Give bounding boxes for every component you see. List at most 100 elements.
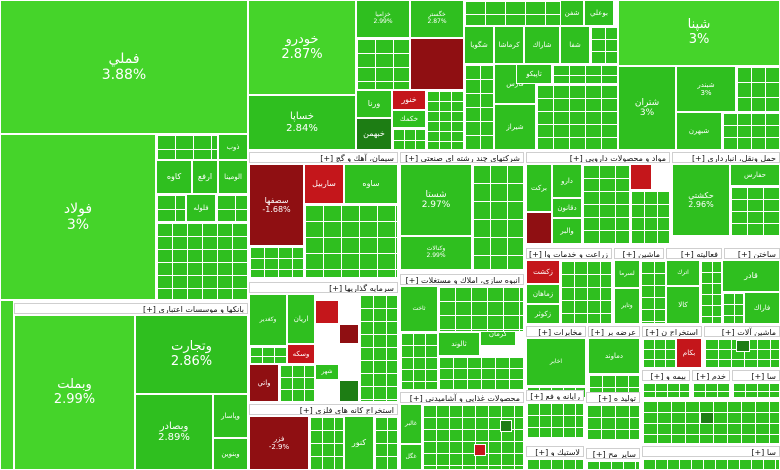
group-header-machinery[interactable]: ماشين آلات [+] — [704, 326, 780, 337]
tile-damavand[interactable]: دماوند — [588, 338, 640, 374]
tile-felooleh[interactable]: فلوله — [186, 194, 216, 222]
tile-shepna[interactable]: شپنا 3% — [618, 0, 780, 66]
tile-alumina[interactable]: الومينا — [218, 160, 248, 194]
group-header-pharma[interactable]: مواد و محصولات دارويي [+] — [526, 152, 670, 163]
group-header-tolid[interactable]: توليد ه [+] — [586, 392, 640, 403]
group-header-transport[interactable]: حمل ونقل، انبارداري [+] — [672, 152, 780, 163]
tile-shasta[interactable]: شستا 2.97% — [400, 164, 472, 236]
tile-shefa[interactable]: شفا — [560, 26, 590, 64]
group-header-mining[interactable]: استخراج كانه هاي فلزي [+] — [249, 404, 398, 415]
tile-vetir[interactable]: وتاير — [614, 288, 640, 324]
tile-valber[interactable]: والبر — [552, 218, 582, 244]
tile-shahr[interactable]: شهر — [315, 364, 339, 380]
group-header-insurance[interactable]: بيمه و [+] — [642, 370, 690, 381]
group-header-supply[interactable]: عرضه بر [+] — [588, 326, 640, 337]
machinery-dark[interactable] — [736, 340, 750, 352]
group-header-sayer2[interactable]: سا [+] — [642, 446, 780, 457]
tile-lesarma[interactable]: لسرما — [614, 260, 640, 288]
tile-sesafaha[interactable]: سصفها -1.68% — [249, 164, 304, 246]
tile-shekavir[interactable]: شگويا — [464, 26, 494, 64]
tile-vasaka[interactable]: وسكه — [287, 344, 315, 364]
tile-khodro[interactable]: خودرو 2.87% — [248, 0, 356, 95]
group-header-lastik[interactable]: لاستيك و [+] — [526, 446, 584, 457]
tile-shebandar[interactable]: شبندر 3% — [676, 66, 736, 112]
tile-shaftan[interactable]: شفن — [560, 0, 584, 26]
pharma-red[interactable] — [526, 212, 552, 244]
group-header-ext-oil[interactable]: استخراج ن [+] — [642, 326, 702, 337]
tile-hefaris[interactable]: حفارس — [730, 164, 780, 186]
tile-vati[interactable]: واتي — [249, 364, 279, 402]
tile-shekarma[interactable]: كرماشا — [494, 26, 524, 64]
invest-red[interactable] — [315, 300, 339, 324]
food-dark[interactable] — [500, 420, 512, 432]
tile-ghalir[interactable]: غالبر — [400, 404, 422, 444]
group-header-investment[interactable]: سرمايه گذاريها [+] — [249, 282, 398, 293]
invest-dark[interactable] — [339, 380, 359, 402]
tile-zakosar[interactable]: زكوثر — [526, 304, 560, 324]
food-red[interactable] — [474, 444, 486, 456]
tile-zob[interactable]: ذوب — [218, 134, 248, 160]
tile-saveh[interactable]: ساوه — [344, 164, 398, 204]
tile-vabemellat[interactable]: وبملت 2.99% — [14, 315, 135, 470]
group-header-khadam[interactable]: خدم [+] — [692, 370, 730, 381]
tile-keknor[interactable]: كنور — [344, 416, 374, 470]
tile-khsapa[interactable]: خساپا 2.84% — [248, 95, 356, 150]
invest-red-2[interactable] — [339, 324, 359, 344]
tile-vepaasar[interactable]: وپاسار — [213, 394, 248, 438]
group-header-agri[interactable]: زراعت و خدمات وا [+] — [526, 248, 612, 259]
tile-saland[interactable]: ثالوند — [438, 332, 480, 356]
tile-femeli[interactable]: فملي 3.88% — [0, 0, 248, 134]
tile-zagros[interactable]: زكشت — [526, 260, 560, 284]
tile-berekat[interactable]: بركت — [526, 164, 552, 212]
tile-fezar[interactable]: فزر -2.9% — [249, 416, 309, 470]
group-header-sa[interactable]: سا [+] — [732, 370, 780, 381]
tile-kala[interactable]: كالا — [666, 286, 700, 324]
tile-atrie[interactable]: اترك — [666, 260, 700, 286]
group-header-saier[interactable]: ساير مح [+] — [586, 448, 640, 459]
tile-vatejarat[interactable]: وتجارت 2.86% — [135, 315, 248, 394]
br-dark[interactable] — [700, 412, 714, 424]
tile-shaaraak[interactable]: شاراك — [524, 26, 560, 64]
group-header-banks[interactable]: بانكها و موسسات اعتباري [+] — [14, 303, 248, 314]
tile-shebahran[interactable]: شبهرن — [676, 112, 722, 150]
group-header-cement[interactable]: سيمان، آهك و گچ [+] — [249, 152, 398, 163]
tile-vekenalat[interactable]: وكنالات 2.99% — [400, 236, 472, 270]
group-header-faaliat[interactable]: فعاليته [+] — [666, 248, 722, 259]
group-header-multi[interactable]: شركتهاي چند رشته اي صنعتي [+] — [400, 152, 524, 163]
tile-shiraz[interactable]: شيراز — [494, 104, 536, 150]
tile-vebsader[interactable]: وبصادر 2.89% — [135, 394, 213, 470]
tile-vebnovin[interactable]: وبنوين — [213, 438, 248, 470]
tile-vernna[interactable]: ورنا — [356, 90, 392, 118]
group-header-mashin[interactable]: ماشين [+] — [614, 248, 664, 259]
tile-khegostar[interactable]: خگستر 2.87% — [410, 0, 464, 38]
tile-zamahan[interactable]: زماهان — [526, 284, 560, 304]
tile-dabaker[interactable]: دقانون — [552, 198, 582, 218]
re-tile-1[interactable]: ثاخت — [400, 286, 438, 332]
tile-sarbil[interactable]: ساربيل — [304, 164, 344, 204]
group-header-food[interactable]: محصولات غذايي و آشاميدني [+] — [400, 392, 524, 403]
tile-tapiko[interactable]: تاپيكو — [516, 64, 552, 84]
tile-khenoor[interactable]: خنور — [392, 90, 426, 110]
tile-gheghal[interactable]: غگل — [400, 444, 422, 470]
tile-khekamak[interactable]: خكمك — [392, 110, 426, 128]
tile-kaveh[interactable]: كاوه — [156, 160, 192, 194]
tile-bakam[interactable]: بكام — [676, 338, 702, 368]
tile-daroo[interactable]: دارو — [552, 164, 582, 198]
tile-arfa[interactable]: ارفع — [192, 160, 218, 194]
group-header-contract[interactable]: مخابرات [+] — [526, 326, 586, 337]
tile-foolad[interactable]: فولاد 3% — [0, 134, 156, 300]
pharma-red-2[interactable] — [630, 164, 652, 190]
group-header-sakhtan[interactable]: ساختن [+] — [724, 248, 780, 259]
tile-boali[interactable]: بوعلي — [584, 0, 614, 26]
group-header-rayane[interactable]: رايانه و فع [+] — [526, 390, 584, 401]
tile-ghadir[interactable]: قادر — [722, 260, 780, 292]
tile-hekashti[interactable]: حكشتي 2.96% — [672, 164, 730, 236]
tile-vkhrm[interactable]: وكغدير — [249, 294, 287, 346]
contract-tile[interactable]: اخابر — [526, 338, 586, 386]
group-header-realestate[interactable]: انبوه سازي، املاك و مستغلات [+] — [400, 274, 524, 285]
tile-faraak[interactable]: فاراك — [744, 292, 780, 324]
tile-khezamia[interactable]: خزاميا 2.99% — [356, 0, 410, 38]
tile-khebahman[interactable]: خبهمن — [356, 118, 392, 150]
tile-shetran[interactable]: شتران 3% — [618, 66, 676, 150]
tile-arian[interactable]: اريان — [287, 294, 315, 344]
